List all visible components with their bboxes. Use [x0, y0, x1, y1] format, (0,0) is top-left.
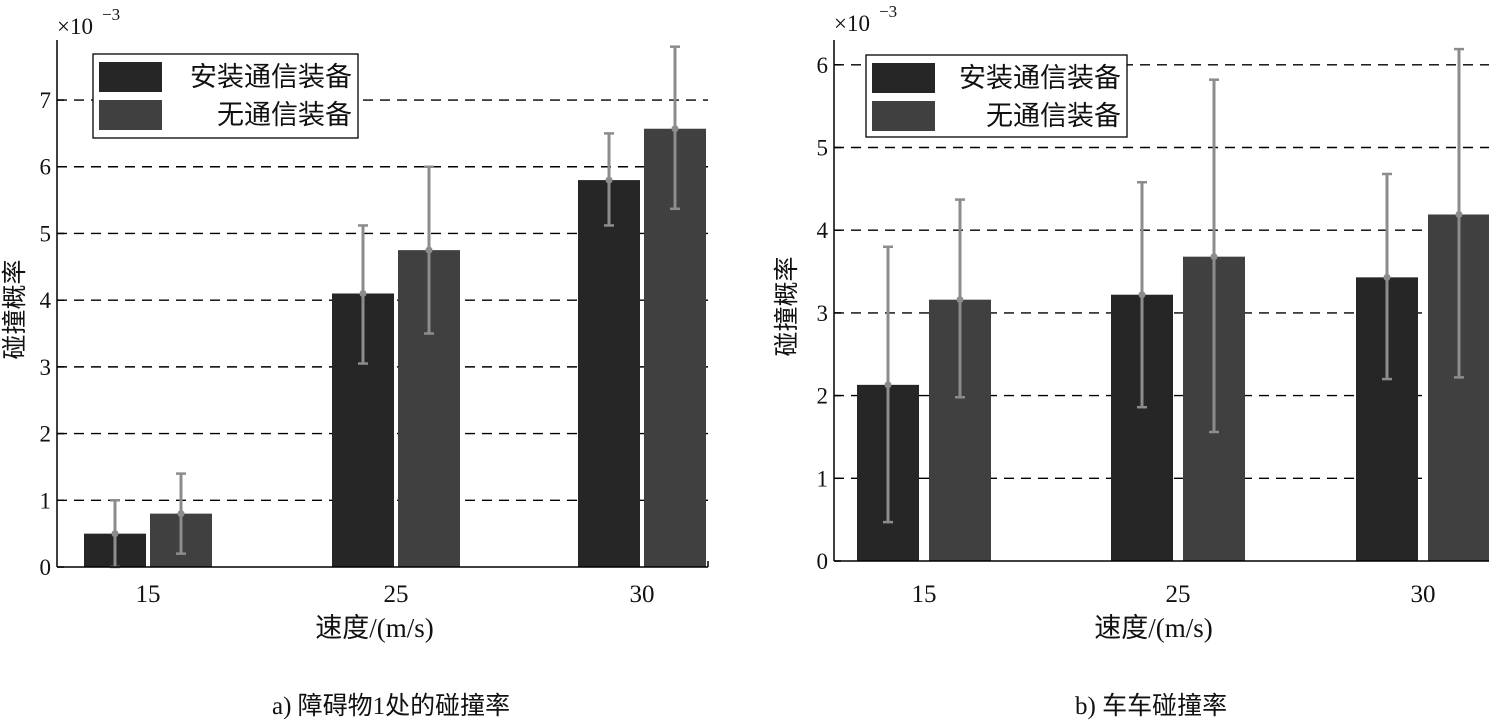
legend-label: 安装通信装备 — [190, 62, 352, 92]
y-tick-label: 1 — [40, 488, 52, 513]
mean-point — [605, 176, 613, 184]
mean-point — [1210, 253, 1218, 261]
mean-point — [359, 289, 367, 297]
x-tick-label: 30 — [630, 581, 655, 608]
bar-with-comm-30 — [578, 180, 640, 567]
chart-panel-2: 0 1 2 3 4 5 6 15 25 30 速度/(m/s) 碰撞概率 ×10 −3 安装通信装备无通信装… — [773, 2, 1489, 643]
legend-swatch — [99, 100, 162, 130]
y-tick-label: 5 — [817, 136, 829, 161]
x-tick-label: 25 — [1166, 581, 1191, 608]
y-tick-label: 4 — [817, 218, 829, 243]
y-tick-label: 3 — [817, 301, 829, 326]
legend-swatch — [872, 101, 935, 131]
y-tick-label: 5 — [40, 221, 52, 246]
scale-exponent: −3 — [879, 2, 897, 21]
legend-label: 安装通信装备 — [959, 63, 1121, 93]
mean-point — [177, 510, 185, 518]
chart-panel-1: 0 1 2 3 4 5 6 7 15 25 30 速度/(m/s) 碰撞概率 ×10 −3 安装通信装备无通信… — [1, 5, 709, 643]
legend-label: 无通信装备 — [986, 101, 1121, 131]
legend-label: 无通信装备 — [217, 100, 352, 130]
scale-factor: ×10 — [57, 14, 93, 39]
caption-a: a) 障碍物1处的碰撞率 — [272, 693, 511, 720]
x-tick-label: 25 — [384, 581, 409, 608]
x-axis-label: 速度/(m/s) — [1094, 613, 1213, 643]
y-axis-label: 碰撞概率 — [773, 256, 801, 356]
y-tick-label: 2 — [40, 422, 52, 447]
y-tick-label: 0 — [817, 549, 829, 574]
scale-exponent: −3 — [102, 5, 120, 24]
mean-point — [425, 246, 433, 254]
x-tick-label: 15 — [912, 581, 937, 608]
mean-point — [1383, 273, 1391, 281]
mean-point — [111, 530, 119, 538]
y-tick-label: 4 — [40, 288, 52, 313]
y-tick-label: 1 — [817, 466, 829, 491]
mean-point — [1138, 291, 1146, 299]
x-axis-label: 速度/(m/s) — [315, 613, 434, 643]
y-tick-label: 2 — [817, 384, 829, 409]
x-tick-label: 15 — [136, 581, 161, 608]
caption-b: b) 车车碰撞率 — [1075, 693, 1228, 720]
mean-point — [671, 125, 679, 133]
scale-factor: ×10 — [834, 11, 870, 36]
mean-point — [1455, 210, 1463, 218]
mean-point — [884, 381, 892, 389]
legend-swatch — [872, 63, 935, 93]
y-tick-label: 6 — [817, 53, 829, 78]
x-tick-label: 30 — [1411, 581, 1436, 608]
y-tick-label: 6 — [40, 155, 52, 180]
y-tick-label: 3 — [40, 355, 52, 380]
y-tick-label: 0 — [40, 555, 52, 580]
y-tick-label: 7 — [40, 88, 52, 113]
y-axis-label: 碰撞概率 — [1, 259, 29, 359]
legend-swatch — [99, 62, 162, 92]
mean-point — [956, 296, 964, 304]
